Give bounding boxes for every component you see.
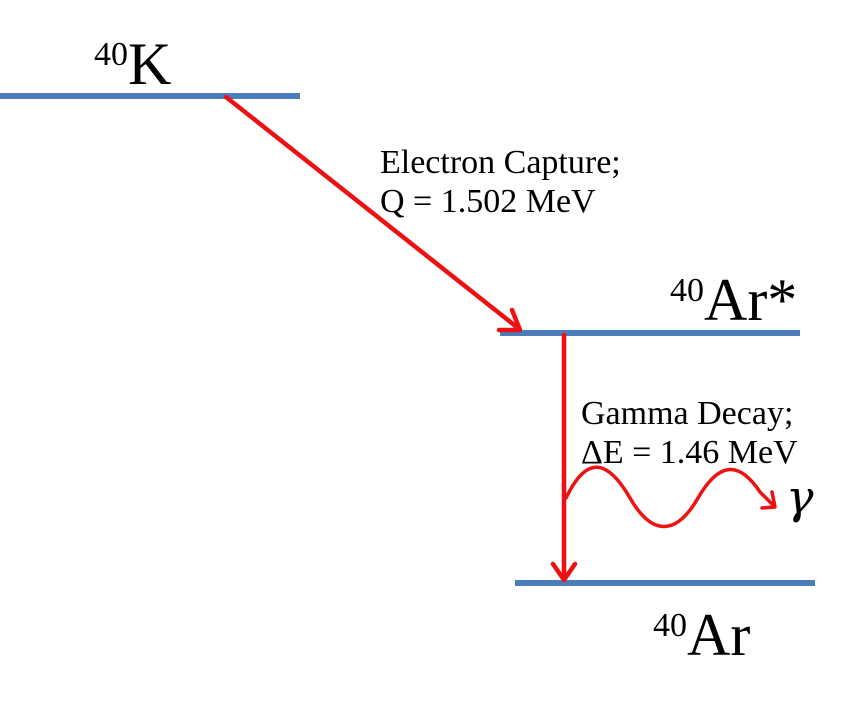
gamma-decay-title: Gamma Decay;: [581, 395, 794, 432]
ar40-ground-mass-number: 40: [653, 607, 687, 644]
ar40-ground-symbol: Ar: [687, 602, 751, 668]
k40-symbol: K: [128, 31, 172, 97]
ar40-excited-symbol: Ar*: [704, 267, 798, 333]
gamma-photon-wave-arrow: [564, 465, 777, 529]
gamma-symbol: γ: [786, 470, 814, 524]
k40-nuclide-label: 40K: [94, 34, 171, 94]
ar40-excited-mass-number: 40: [670, 272, 704, 309]
k40-mass-number: 40: [94, 36, 128, 73]
electron-capture-arrow: [223, 94, 523, 333]
gamma-decay-arrow: [550, 332, 578, 583]
electron-capture-description: Electron Capture; Q = 1.502 MeV: [380, 143, 621, 221]
ar40-excited-nuclide-label: 40Ar*: [670, 270, 797, 330]
electron-capture-q-value: Q = 1.502 MeV: [380, 183, 596, 221]
gamma-decay-energy: ΔE = 1.46 MeV: [581, 434, 798, 472]
electron-capture-title: Electron Capture;: [380, 144, 621, 181]
gamma-decay-description: Gamma Decay; ΔE = 1.46 MeV: [581, 394, 798, 472]
ar40-ground-nuclide-label: 40Ar: [653, 605, 750, 665]
